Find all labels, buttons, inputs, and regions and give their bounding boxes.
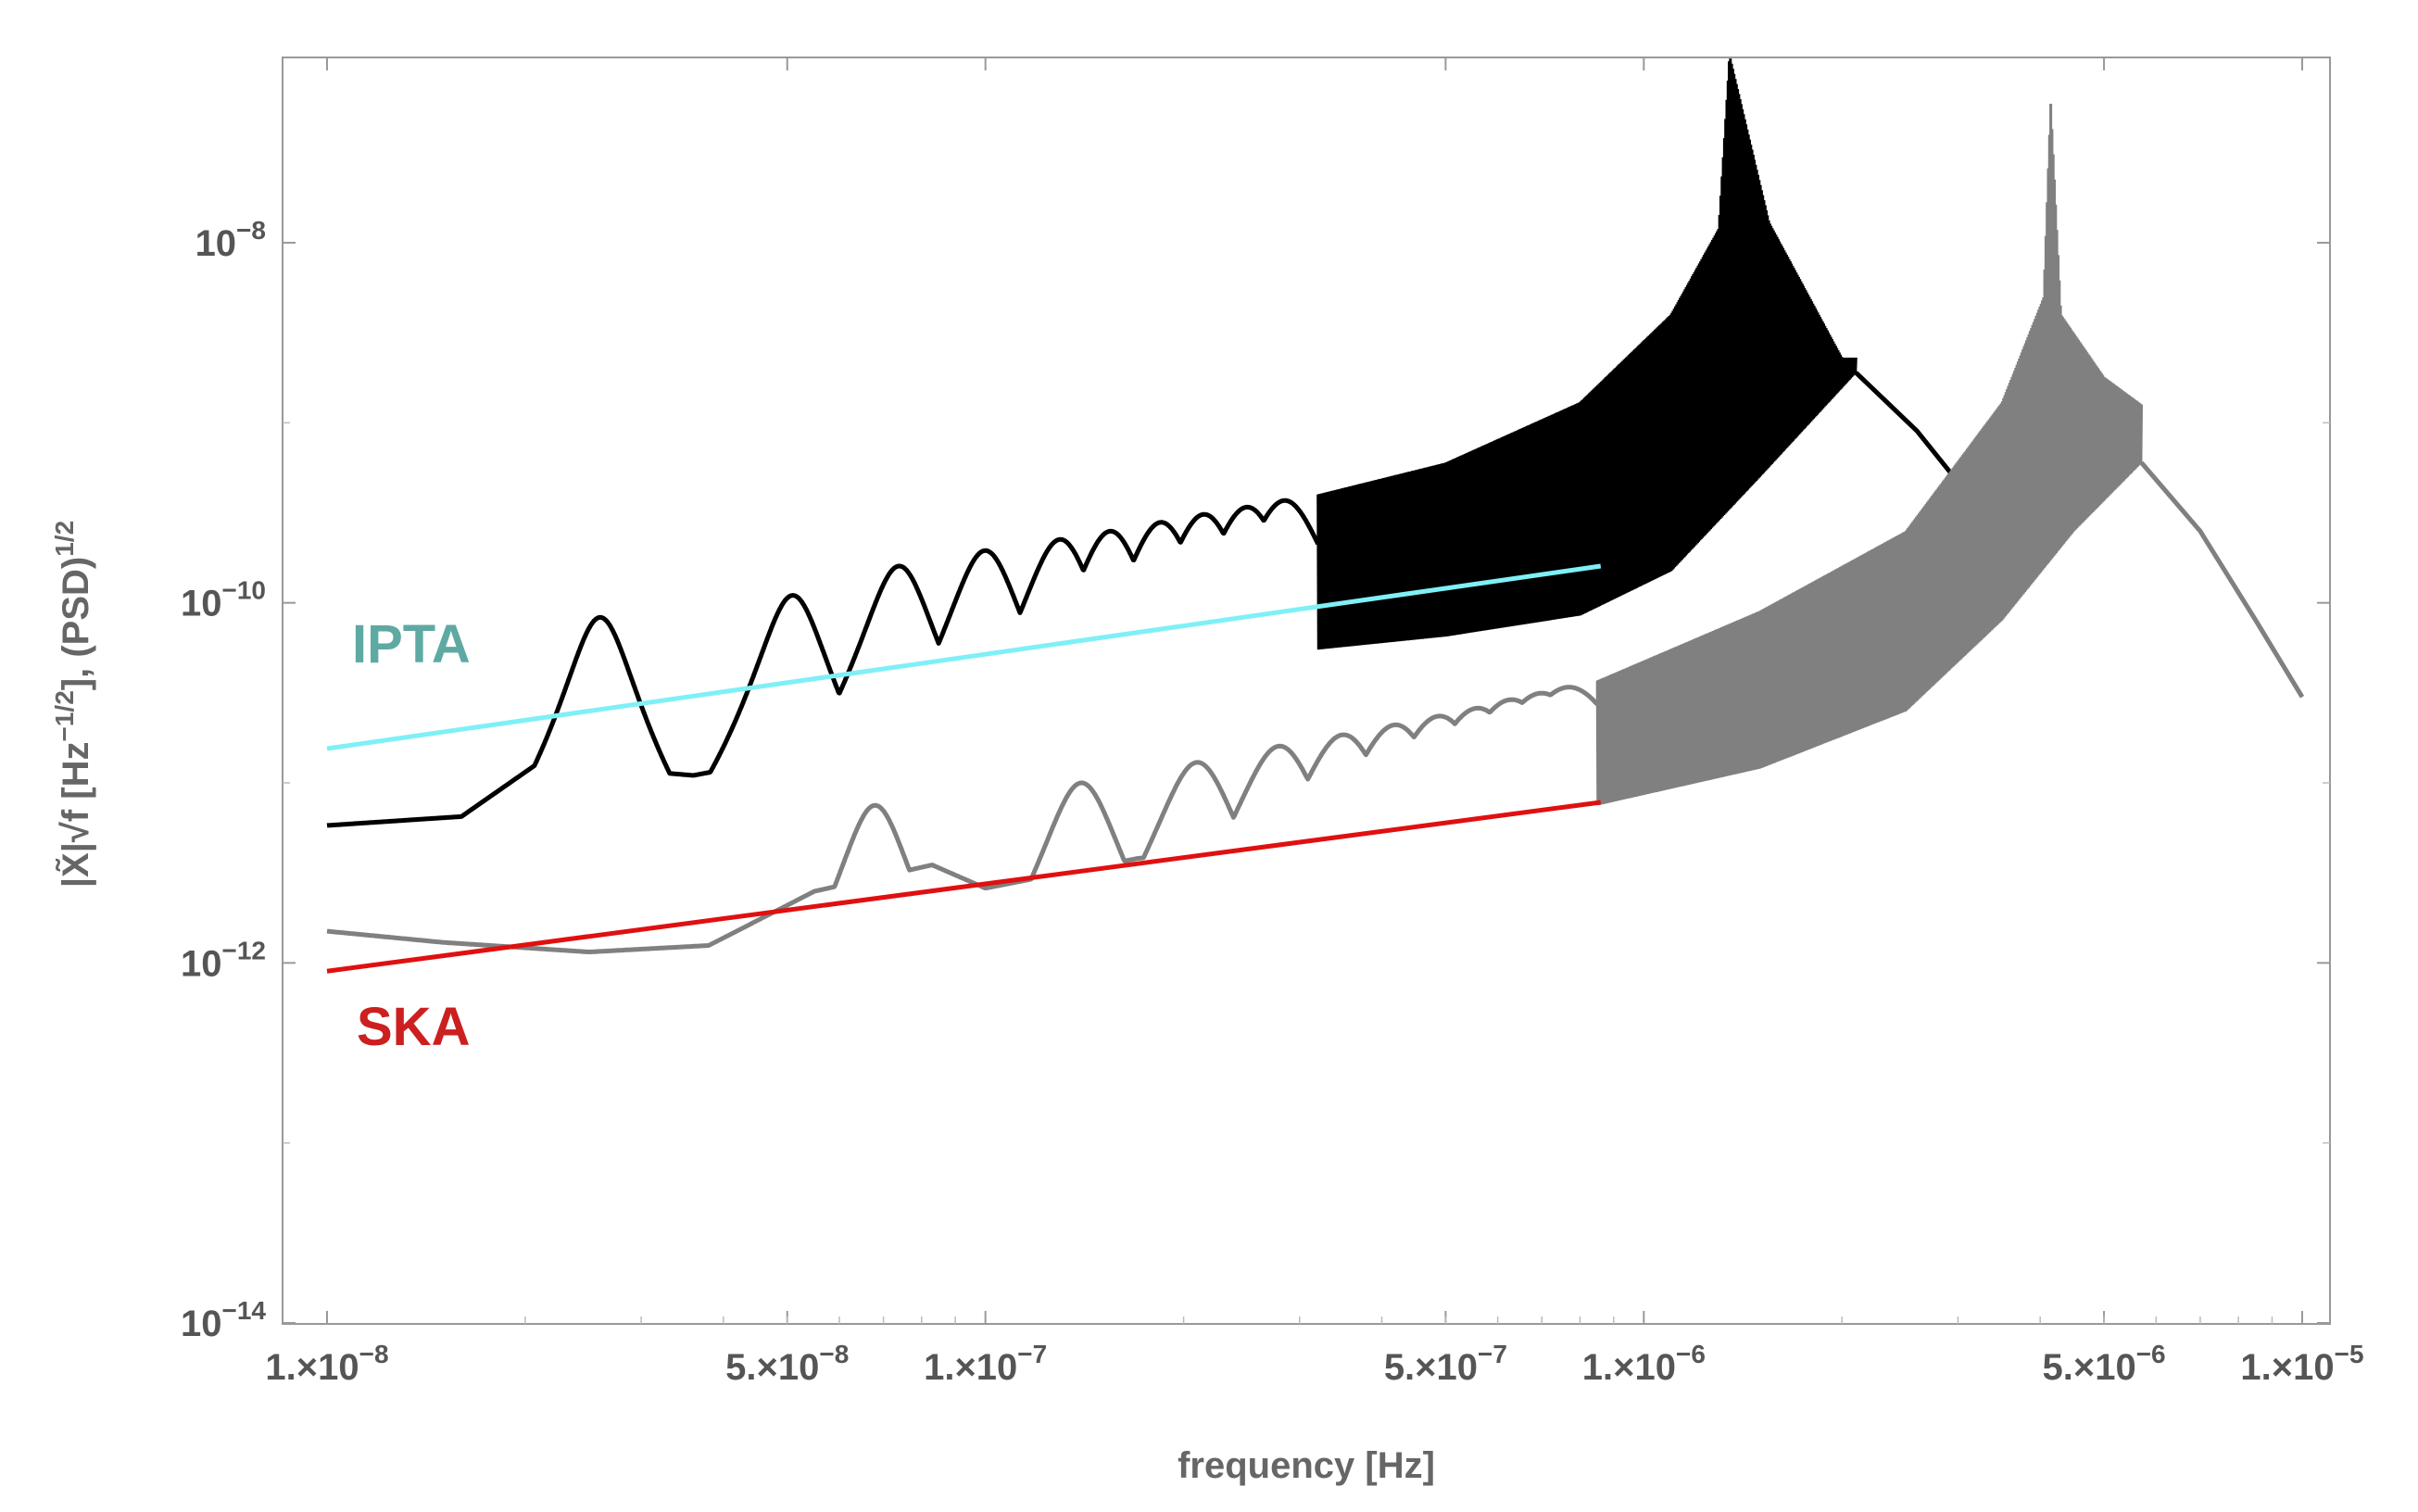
x-tick-label-mantissa: 1.×10 — [1582, 1347, 1676, 1388]
series-1 — [325, 103, 2305, 954]
y-axis-title-part-c: −1/2 — [50, 690, 79, 741]
y-tick-label-mantissa: 10 — [195, 223, 237, 264]
x-tick-label-mantissa: 1.×10 — [924, 1347, 1017, 1388]
annotation-ska: SKA — [357, 997, 470, 1057]
x-tick-label: 5.×10−6 — [2042, 1340, 2165, 1388]
y-axis-title-part-b: f [Hz — [56, 742, 96, 823]
labels: frequency [Hz] |X̃|√f [Hz−1/2], (PSD)1/2… — [50, 521, 1435, 1486]
series-curve — [325, 685, 1600, 954]
x-tick-label-exponent: −5 — [2335, 1340, 2364, 1368]
x-tick-label-mantissa: 5.×10 — [725, 1347, 819, 1388]
y-tick-label: 10−12 — [181, 936, 266, 984]
y-tick-label-exponent: −10 — [222, 576, 267, 605]
annotation-ipta: IPTA — [352, 614, 471, 674]
x-tick-label: 1.×10−7 — [924, 1340, 1047, 1388]
series-tail — [2139, 460, 2305, 699]
y-tick-label-exponent: −8 — [236, 216, 266, 245]
x-tick-label-exponent: −8 — [819, 1340, 849, 1368]
x-tick-label-exponent: −8 — [359, 1340, 389, 1368]
sensitivity-line-ska — [326, 800, 1602, 974]
x-tick-label: 5.×10−7 — [1384, 1340, 1507, 1388]
y-tick-label-exponent: −12 — [222, 936, 267, 964]
x-tick-label-mantissa: 5.×10 — [2042, 1347, 2135, 1388]
x-tick-label: 1.×10−5 — [2240, 1340, 2363, 1388]
x-tick-label-exponent: −7 — [1017, 1340, 1047, 1368]
x-tick-label: 1.×10−8 — [265, 1340, 388, 1388]
sqrt-sign: √ — [56, 821, 96, 842]
y-axis-title-part-e: 1/2 — [50, 521, 79, 557]
y-tick-label-mantissa: 10 — [181, 1304, 222, 1344]
y-tick-label-mantissa: 10 — [181, 943, 222, 984]
y-tick-label-mantissa: 10 — [181, 584, 222, 624]
series-oscillation-band — [1316, 58, 1858, 650]
sensitivity-line-ipta — [326, 563, 1602, 751]
x-tick-label-mantissa: 5.×10 — [1384, 1347, 1478, 1388]
x-tick-label-mantissa: 1.×10 — [265, 1347, 359, 1388]
x-axis-title: frequency [Hz] — [1178, 1445, 1435, 1486]
x-tick-label-exponent: −6 — [2136, 1340, 2166, 1368]
x-tick-label-mantissa: 1.×10 — [2240, 1347, 2334, 1388]
series-group — [325, 58, 2305, 974]
ticks: 1.×10−8 5.×10−8 1.×10−7 5.×10−7 1.×10−6 5.×10… — [181, 57, 2364, 1388]
y-axis-title-part-a: |X̃| — [54, 842, 96, 888]
x-tick-label-exponent: −6 — [1676, 1340, 1706, 1368]
y-tick-label: 10−14 — [181, 1296, 266, 1344]
y-axis-title-part-d: ], (PSD) — [56, 557, 96, 690]
series-curve — [325, 498, 1320, 828]
x-tick-label: 1.×10−6 — [1582, 1340, 1706, 1388]
y-tick-label-exponent: −14 — [222, 1296, 267, 1325]
y-tick-label: 10−10 — [181, 576, 266, 624]
y-axis-title: |X̃|√f [Hz−1/2], (PSD)1/2 — [50, 521, 96, 888]
x-tick-label-exponent: −7 — [1478, 1340, 1507, 1368]
y-tick-label: 10−8 — [195, 216, 266, 264]
plot-frame — [282, 57, 2331, 1325]
x-tick-label: 5.×10−8 — [725, 1340, 849, 1388]
series-oscillation-band — [1595, 103, 2143, 806]
